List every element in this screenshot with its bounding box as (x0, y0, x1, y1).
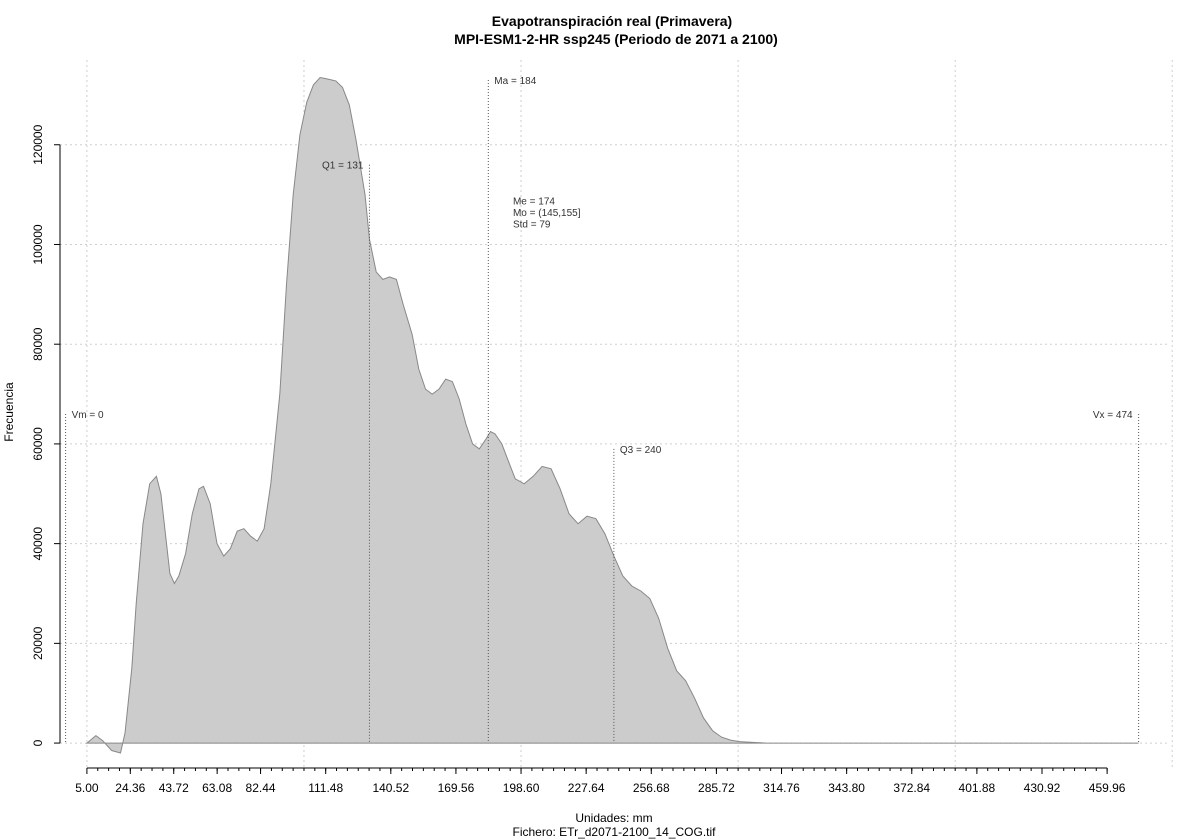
stats-annotation-line: Mo = (145,155] (513, 208, 581, 219)
x-tick-label: 198.60 (503, 781, 540, 795)
x-tick-label: 169.56 (438, 781, 475, 795)
x-tick-label: 372.84 (893, 781, 930, 795)
y-tick-label: 80000 (31, 327, 45, 361)
x-tick-label: 285.72 (698, 781, 735, 795)
x-tick-label: 459.96 (1089, 781, 1126, 795)
chart-subtitle: MPI-ESM1-2-HR ssp245 (Periodo de 2071 a … (454, 31, 778, 47)
x-tick-label: 63.08 (202, 781, 232, 795)
x-axis-file-label: Fichero: ETr_d2071-2100_14_COG.tif (513, 825, 717, 839)
y-tick-label: 0 (31, 739, 45, 746)
reference-lines: Vm = 0 Q1 = 131 Ma = 184 Q3 = 240 Vx = 474 Me… (65, 76, 1140, 744)
x-tick-label: 343.80 (828, 781, 865, 795)
reference-label: Q3 = 240 (620, 445, 662, 456)
axes: 0 20000 40000 60000 80000 100000 120000 5.00 24.… (31, 124, 1126, 795)
x-tick-label: 256.68 (633, 781, 670, 795)
reference-label: Ma = 184 (494, 76, 536, 87)
reference-label: Q1 = 131 (322, 161, 364, 172)
x-tick-label: 314.76 (763, 781, 800, 795)
stats-annotation-line: Std = 79 (513, 220, 551, 231)
x-tick-label: 111.48 (308, 781, 343, 795)
y-tick-label: 120000 (31, 124, 45, 164)
density-series (85, 76, 1139, 754)
x-tick-label: 401.88 (959, 781, 996, 795)
stats-annotation-line: Me = 174 (513, 197, 555, 208)
x-tick-label: 5.00 (75, 781, 99, 795)
y-tick-label: 40000 (31, 527, 45, 561)
x-tick-label: 43.72 (159, 781, 189, 795)
density-area (85, 76, 1139, 754)
reference-label: Vm = 0 (72, 410, 104, 421)
y-tick-label: 60000 (31, 427, 45, 461)
y-tick-label: 100000 (31, 224, 45, 264)
reference-label: Vx = 474 (1093, 410, 1133, 421)
x-tick-label: 227.64 (568, 781, 605, 795)
y-tick-label: 20000 (31, 626, 45, 660)
y-axis-label: Frecuencia (2, 382, 16, 442)
x-tick-label: 82.44 (246, 781, 276, 795)
x-axis-label: Unidades: mm (575, 811, 652, 825)
x-tick-label: 24.36 (115, 781, 145, 795)
x-tick-label: 140.52 (372, 781, 409, 795)
chart-title: Evapotranspiración real (Primavera) (492, 13, 732, 29)
x-tick-label: 430.92 (1024, 781, 1061, 795)
